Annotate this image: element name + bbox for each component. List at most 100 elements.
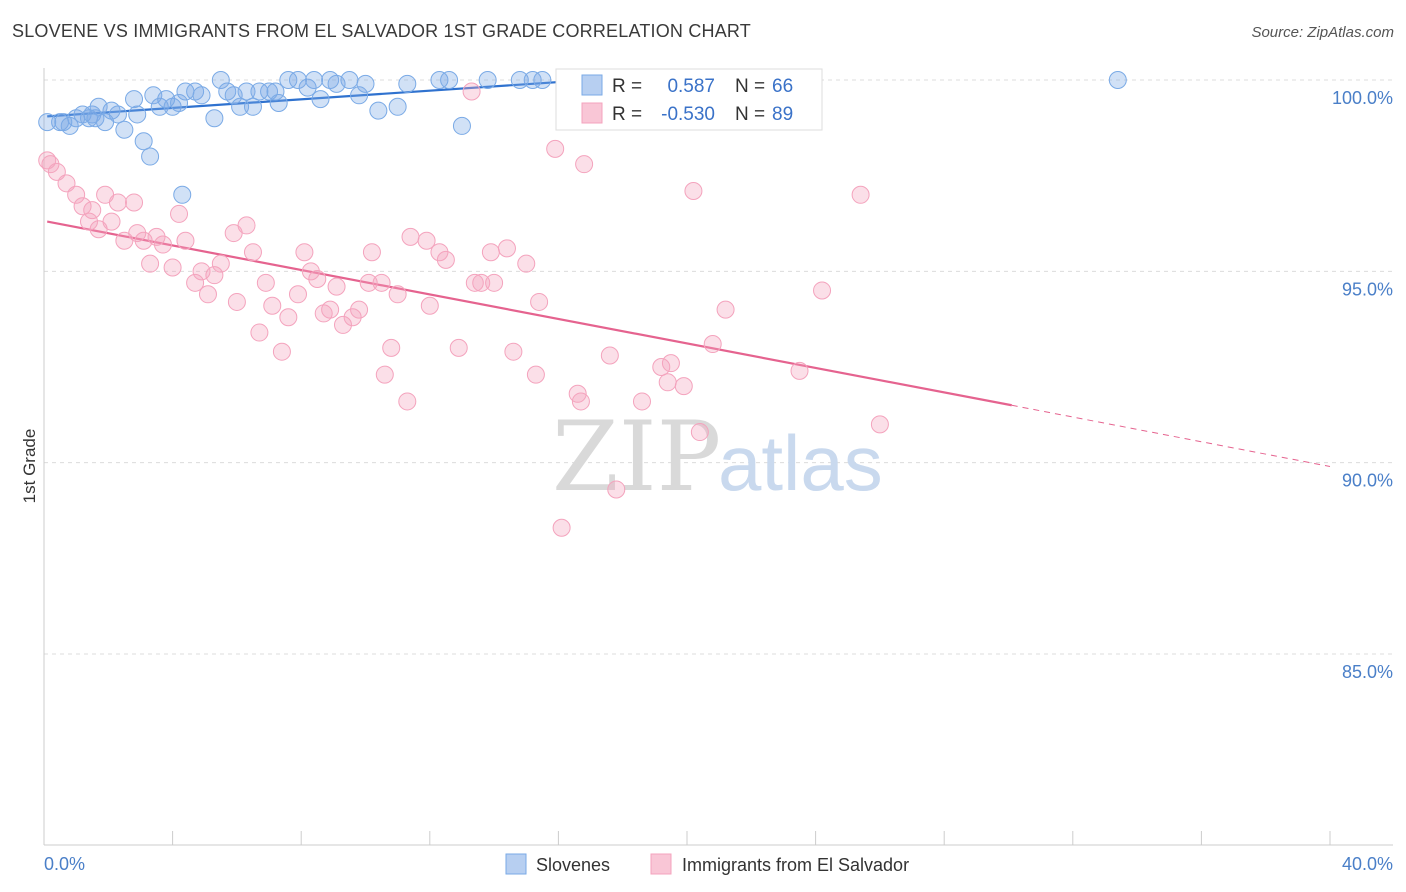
salvador-point bbox=[147, 227, 166, 246]
salvador-point bbox=[870, 415, 889, 434]
slovenes-point bbox=[108, 105, 127, 124]
salvador-point bbox=[530, 292, 549, 311]
salvador-point bbox=[517, 254, 536, 273]
chart-title: SLOVENE VS IMMIGRANTS FROM EL SALVADOR 1… bbox=[12, 21, 752, 41]
y-tick-label: 100.0% bbox=[1332, 88, 1393, 108]
salvador-point bbox=[401, 227, 420, 246]
salvador-point bbox=[227, 292, 246, 311]
y-tick-labels: 100.0% 95.0% 90.0% 85.0% bbox=[1332, 88, 1393, 682]
salvador-point bbox=[243, 243, 262, 262]
salvador-point bbox=[263, 296, 282, 315]
salvador-point bbox=[462, 82, 481, 101]
slovenes-point bbox=[298, 78, 317, 97]
slovenes-point bbox=[266, 82, 285, 101]
slovenes-point bbox=[125, 90, 144, 109]
salvador-point bbox=[327, 277, 346, 296]
salvador-point bbox=[359, 273, 378, 292]
salvador-point bbox=[198, 285, 217, 304]
bottom-legend-slovenes-swatch bbox=[505, 853, 527, 875]
salvador-point bbox=[526, 365, 545, 384]
salvador-point bbox=[38, 151, 57, 170]
salvador-point bbox=[571, 392, 590, 411]
salvador-point bbox=[375, 365, 394, 384]
slovenes-point bbox=[243, 97, 262, 116]
stats-legend: R = 0.587 N = 66 R = -0.530 N = 89 bbox=[555, 68, 823, 131]
slovenes-n-value: 66 bbox=[772, 76, 793, 97]
slovenes-point bbox=[237, 82, 256, 101]
salvador-point bbox=[321, 300, 340, 319]
salvador-point bbox=[279, 308, 298, 327]
salvador-point bbox=[430, 243, 449, 262]
slovenes-point bbox=[170, 93, 189, 112]
salvador-swatch bbox=[581, 102, 603, 124]
slovenes-point bbox=[452, 116, 471, 135]
y-tick-label: 85.0% bbox=[1342, 662, 1393, 682]
salvador-point bbox=[497, 239, 516, 258]
salvador-point bbox=[295, 243, 314, 262]
salvador-point bbox=[153, 235, 172, 254]
salvador-point bbox=[485, 273, 504, 292]
salvador-point bbox=[47, 162, 66, 181]
slovenes-point bbox=[398, 74, 417, 93]
salvador-point bbox=[600, 346, 619, 365]
slovenes-point bbox=[478, 71, 497, 89]
salvador-point bbox=[716, 300, 735, 319]
bottom-legend-salvador-swatch bbox=[650, 853, 672, 875]
salvador-point bbox=[256, 273, 275, 292]
salvador-point bbox=[472, 273, 491, 292]
y-tick-label: 90.0% bbox=[1342, 471, 1393, 491]
y-axis-title: 1st Grade bbox=[20, 429, 39, 504]
salvador-point bbox=[308, 269, 327, 288]
salvador-point bbox=[125, 193, 144, 212]
salvador-point bbox=[398, 392, 417, 411]
salvador-point bbox=[288, 285, 307, 304]
slovenes-point bbox=[134, 132, 153, 151]
salvador-point bbox=[607, 480, 626, 499]
salvador-point bbox=[73, 197, 92, 216]
salvador-point bbox=[552, 518, 571, 537]
salvador-point bbox=[851, 185, 870, 204]
salvador-point bbox=[703, 335, 722, 354]
slovenes-point bbox=[440, 71, 459, 89]
salvador-point bbox=[83, 201, 102, 220]
slovenes-swatch bbox=[581, 74, 603, 96]
salvador-point bbox=[128, 224, 147, 243]
slovenes-point bbox=[205, 109, 224, 128]
salvador-point bbox=[388, 285, 407, 304]
slovenes-point bbox=[523, 71, 542, 89]
axes bbox=[43, 68, 1393, 846]
salvador-point bbox=[632, 392, 651, 411]
salvador-point bbox=[343, 308, 362, 327]
salvador-point bbox=[690, 423, 709, 442]
slovenes-point bbox=[1108, 71, 1127, 89]
salvador-point bbox=[504, 342, 523, 361]
slovenes-point bbox=[250, 82, 269, 101]
salvador-point bbox=[372, 273, 391, 292]
salvador-n-value: 89 bbox=[772, 104, 793, 125]
salvador-point bbox=[420, 296, 439, 315]
slovenes-point bbox=[128, 105, 147, 124]
bottom-legend: Slovenes Immigrants from El Salvador bbox=[505, 853, 909, 875]
salvador-r-label: R = bbox=[612, 104, 642, 125]
salvador-point bbox=[417, 231, 436, 250]
salvador-point bbox=[684, 181, 703, 200]
salvador-point bbox=[350, 300, 369, 319]
salvador-point bbox=[546, 139, 565, 158]
source-label: Source: ZipAtlas.com bbox=[1251, 24, 1394, 41]
watermark-atlas: atlas bbox=[718, 419, 883, 507]
slovenes-point bbox=[192, 86, 211, 105]
salvador-point bbox=[272, 342, 291, 361]
salvador-point bbox=[205, 266, 224, 285]
slovenes-point bbox=[38, 113, 57, 132]
salvador-point bbox=[250, 323, 269, 342]
slovenes-point bbox=[369, 101, 388, 120]
slovenes-point bbox=[231, 97, 250, 116]
salvador-point bbox=[575, 155, 594, 174]
salvador-point bbox=[674, 377, 693, 396]
slovenes-point bbox=[340, 71, 359, 89]
slovenes-point bbox=[173, 185, 192, 204]
salvador-n-label: N = bbox=[735, 104, 765, 125]
salvador-point bbox=[57, 174, 76, 193]
x-tick-label-min: 0.0% bbox=[44, 854, 85, 874]
